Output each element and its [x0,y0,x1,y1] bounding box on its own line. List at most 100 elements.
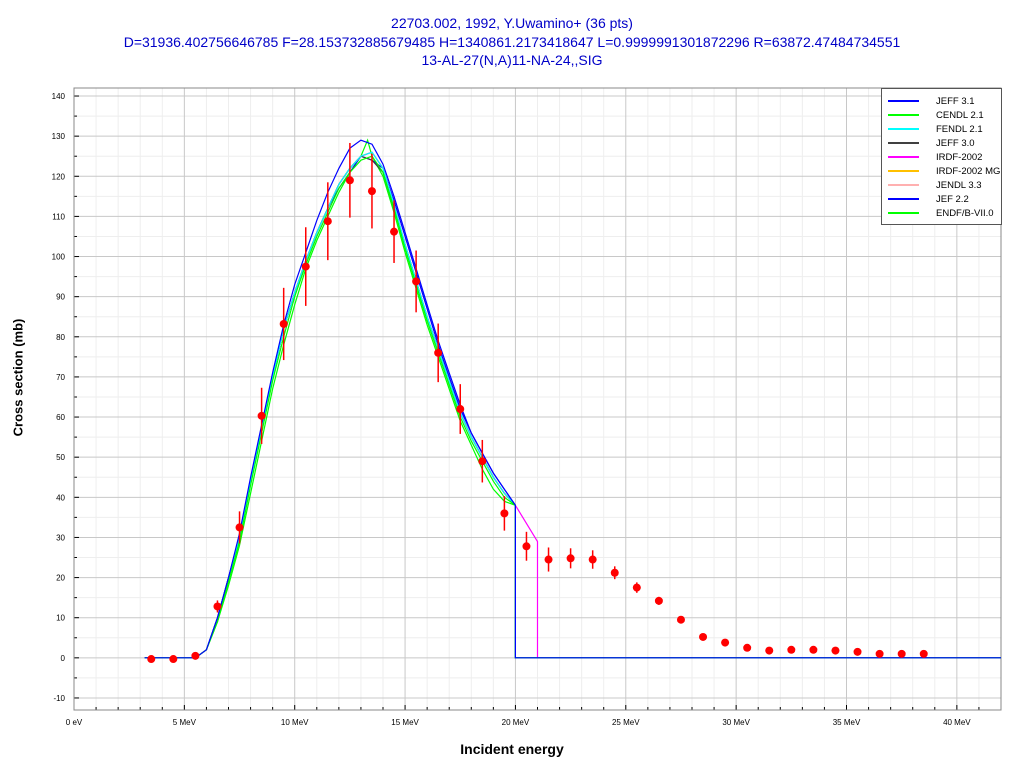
data-point [301,262,310,271]
data-point [323,217,332,226]
x-tick-label: 40 MeV [943,718,971,727]
legend-swatch [888,128,919,130]
legend-item: CENDL 2.1 [888,108,984,122]
data-point [434,348,443,357]
y-tick-label: 10 [56,614,65,623]
legend-item: FENDL 2.1 [888,122,983,136]
y-tick-label: 130 [52,132,66,141]
chart-title-fit-params: D=31936.402756646785 F=28.15373288567948… [123,34,901,50]
x-tick-label: 20 MeV [502,718,530,727]
x-axis-label: Incident energy [460,741,564,757]
legend-swatch [888,156,919,158]
data-point [610,568,619,577]
legend-swatch [888,212,919,214]
legend-label: FENDL 2.1 [936,123,983,135]
data-point [721,638,730,647]
legend-label: JEF 2.2 [936,193,969,205]
legend-label: JENDL 3.3 [936,179,982,191]
x-tick-label: 0 eV [66,718,83,727]
y-tick-label: 0 [61,654,66,663]
data-point [588,555,597,564]
legend-swatch [888,198,919,200]
data-point [654,596,663,605]
legend-label: IRDF-2002 [936,151,983,163]
data-point [367,187,376,196]
legend-label: JEFF 3.1 [936,95,975,107]
data-point [787,645,796,654]
data-point [169,655,178,664]
y-tick-label: 80 [56,333,65,342]
data-point [831,646,840,655]
legend-label: JEFF 3.0 [936,137,975,149]
legend-item: IRDF-2002 [888,150,982,164]
x-tick-label: 25 MeV [612,718,640,727]
data-point [743,643,752,652]
data-point [456,405,465,414]
series-line-cendl-2-1 [144,155,1001,659]
series-line-jeff-3-1 [144,139,1001,659]
y-tick-label: 60 [56,413,65,422]
chart-title-dataset: 22703.002, 1992, Y.Uwamino+ (36 pts) [391,15,633,31]
legend-item: IRDF-2002 MG [888,164,1000,178]
legend-swatch [888,184,919,186]
y-tick-label: 40 [56,493,65,502]
data-point [412,277,421,286]
legend-label: ENDF/B-VII.0 [936,207,994,219]
y-axis-label: Cross section (mb) [10,318,26,437]
data-point [809,645,818,654]
chart-title-reaction: 13-AL-27(N,A)11-NA-24,,SIG [421,52,603,68]
data-point [699,632,708,641]
y-tick-label: 110 [52,212,65,221]
y-tick-label: 70 [56,373,65,382]
data-point [478,457,487,466]
y-tick-label: 120 [52,172,66,181]
data-point [897,649,906,658]
data-point [279,319,288,328]
y-tick-label: 90 [56,293,65,302]
y-tick-label: 100 [52,253,66,262]
y-tick-label: 20 [56,574,65,583]
data-point [213,602,222,611]
y-tick-label: -10 [53,694,65,703]
legend-item: JEF 2.2 [888,192,969,206]
data-point [632,583,641,592]
legend-item: JEFF 3.1 [888,94,975,108]
x-tick-label: 5 MeV [173,718,197,727]
x-tick-label: 30 MeV [722,718,750,727]
data-point [544,555,553,564]
data-point [853,647,862,656]
data-point [765,646,774,655]
legend-swatch [888,100,919,102]
series-line-fendl-2-1 [144,151,1001,659]
plot-frame [73,87,1002,711]
x-tick-label: 35 MeV [833,718,861,727]
x-tick-label: 10 MeV [281,718,309,727]
legend-swatch [888,114,919,116]
legend-item: JENDL 3.3 [888,178,982,192]
data-point [500,509,509,518]
data-point [522,542,531,551]
x-tick-label: 15 MeV [391,718,419,727]
data-point [235,523,244,532]
legend-label: IRDF-2002 MG [936,165,1001,177]
data-point [257,411,266,420]
data-point [919,649,928,658]
legend-swatch [888,170,919,172]
y-tick-label: 140 [52,92,66,101]
y-tick-label: 30 [56,533,65,542]
data-point [147,655,156,664]
data-point [566,554,575,563]
legend-swatch [888,142,919,144]
data-point [875,649,884,658]
legend-item: ENDF/B-VII.0 [888,206,994,220]
data-point [191,651,200,660]
legend-item: JEFF 3.0 [888,136,975,150]
legend: JEFF 3.1 CENDL 2.1 FENDL 2.1 JEFF 3.0 IRDF-2… [881,88,1002,225]
data-point [345,176,354,185]
legend-label: CENDL 2.1 [936,109,984,121]
y-tick-label: 50 [56,453,65,462]
data-point [390,227,399,236]
data-point [676,615,685,624]
series-line-endf-b-vii-0 [144,138,1001,659]
